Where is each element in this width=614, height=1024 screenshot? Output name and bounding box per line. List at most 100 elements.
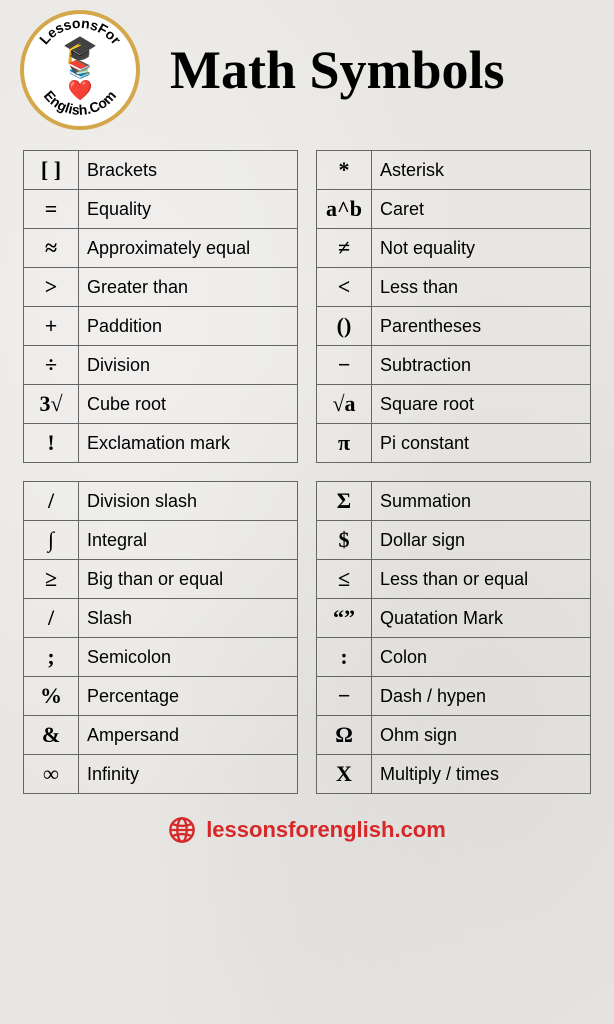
- symbol-cell: Ω: [317, 716, 372, 755]
- label-cell: Colon: [372, 638, 591, 677]
- label-cell: Less than: [372, 268, 591, 307]
- symbol-cell: ≥: [24, 560, 79, 599]
- table-row: /Division slash: [24, 482, 298, 521]
- symbol-cell: $: [317, 521, 372, 560]
- label-cell: Approximately equal: [79, 229, 298, 268]
- symbol-cell: −: [317, 677, 372, 716]
- table-row: ≥Big than or equal: [24, 560, 298, 599]
- label-cell: Division slash: [79, 482, 298, 521]
- tables-container: [ ]Brackets=Equality≈Approximately equal…: [0, 135, 614, 804]
- label-cell: Multiply / times: [372, 755, 591, 794]
- table-row: !Exclamation mark: [24, 424, 298, 463]
- table-row: πPi constant: [317, 424, 591, 463]
- table-row: *Asterisk: [317, 151, 591, 190]
- label-cell: Caret: [372, 190, 591, 229]
- symbol-cell: −: [317, 346, 372, 385]
- table-row: <Less than: [317, 268, 591, 307]
- globe-icon: [168, 816, 196, 844]
- label-cell: Division: [79, 346, 298, 385]
- symbol-cell: ;: [24, 638, 79, 677]
- label-cell: Exclamation mark: [79, 424, 298, 463]
- symbol-cell: √a: [317, 385, 372, 424]
- symbol-cell: %: [24, 677, 79, 716]
- symbol-cell: ∫: [24, 521, 79, 560]
- label-cell: Dollar sign: [372, 521, 591, 560]
- symbol-cell: ÷: [24, 346, 79, 385]
- label-cell: Equality: [79, 190, 298, 229]
- label-cell: Infinity: [79, 755, 298, 794]
- symbol-cell: ≠: [317, 229, 372, 268]
- table-row: √aSquare root: [317, 385, 591, 424]
- table-row: ≠Not equality: [317, 229, 591, 268]
- table-row: XMultiply / times: [317, 755, 591, 794]
- label-cell: Subtraction: [372, 346, 591, 385]
- symbol-cell: (): [317, 307, 372, 346]
- symbol-cell: &: [24, 716, 79, 755]
- symbol-cell: *: [317, 151, 372, 190]
- table-row: −Subtraction: [317, 346, 591, 385]
- symbol-cell: =: [24, 190, 79, 229]
- table-row: ≤Less than or equal: [317, 560, 591, 599]
- symbols-table-top-left: [ ]Brackets=Equality≈Approximately equal…: [23, 150, 298, 463]
- symbol-cell: “”: [317, 599, 372, 638]
- symbol-cell: X: [317, 755, 372, 794]
- table-row: >Greater than: [24, 268, 298, 307]
- table-row: ΩOhm sign: [317, 716, 591, 755]
- symbol-cell: 3√: [24, 385, 79, 424]
- label-cell: Dash / hypen: [372, 677, 591, 716]
- symbols-table-top-right: *Asteriska^bCaret≠Not equality<Less than…: [316, 150, 591, 463]
- label-cell: Big than or equal: [79, 560, 298, 599]
- table-row: −Dash / hypen: [317, 677, 591, 716]
- label-cell: Greater than: [79, 268, 298, 307]
- table-row: ;Semicolon: [24, 638, 298, 677]
- table-row: “”Quatation Mark: [317, 599, 591, 638]
- table-row: ()Parentheses: [317, 307, 591, 346]
- symbols-table-bottom-right: ΣSummation$Dollar sign≤Less than or equa…: [316, 481, 591, 794]
- label-cell: Percentage: [79, 677, 298, 716]
- footer: lessonsforenglish.com: [0, 804, 614, 856]
- label-cell: Integral: [79, 521, 298, 560]
- symbol-cell: <: [317, 268, 372, 307]
- table-row: ΣSummation: [317, 482, 591, 521]
- table-row: ÷Division: [24, 346, 298, 385]
- table-row: =Equality: [24, 190, 298, 229]
- symbol-cell: ∞: [24, 755, 79, 794]
- label-cell: Summation: [372, 482, 591, 521]
- svg-text:English.Com: English.Com: [41, 87, 119, 118]
- label-cell: Ampersand: [79, 716, 298, 755]
- label-cell: Quatation Mark: [372, 599, 591, 638]
- symbol-cell: +: [24, 307, 79, 346]
- symbol-cell: /: [24, 599, 79, 638]
- table-row: %Percentage: [24, 677, 298, 716]
- label-cell: Semicolon: [79, 638, 298, 677]
- symbol-cell: >: [24, 268, 79, 307]
- symbol-cell: /: [24, 482, 79, 521]
- label-cell: Cube root: [79, 385, 298, 424]
- symbol-cell: π: [317, 424, 372, 463]
- symbols-table-bottom-left: /Division slash∫Integral≥Big than or equ…: [23, 481, 298, 794]
- label-cell: Asterisk: [372, 151, 591, 190]
- svg-text:LessonsFor: LessonsFor: [36, 15, 125, 48]
- symbol-cell: !: [24, 424, 79, 463]
- table-row: :Colon: [317, 638, 591, 677]
- table-row: ∫Integral: [24, 521, 298, 560]
- symbol-cell: ≈: [24, 229, 79, 268]
- table-row: a^bCaret: [317, 190, 591, 229]
- label-cell: Pi constant: [372, 424, 591, 463]
- table-row: +Paddition: [24, 307, 298, 346]
- page-title: Math Symbols: [170, 39, 505, 101]
- label-cell: Brackets: [79, 151, 298, 190]
- label-cell: Square root: [372, 385, 591, 424]
- table-row: &Ampersand: [24, 716, 298, 755]
- table-row: /Slash: [24, 599, 298, 638]
- footer-url: lessonsforenglish.com: [206, 817, 446, 843]
- table-row: 3√Cube root: [24, 385, 298, 424]
- table-row: [ ]Brackets: [24, 151, 298, 190]
- site-logo: LessonsFor English.Com 🎓 📚 ❤️: [20, 10, 140, 130]
- table-row: $Dollar sign: [317, 521, 591, 560]
- table-row: ≈Approximately equal: [24, 229, 298, 268]
- symbol-cell: :: [317, 638, 372, 677]
- symbol-cell: Σ: [317, 482, 372, 521]
- symbol-cell: a^b: [317, 190, 372, 229]
- symbol-cell: ≤: [317, 560, 372, 599]
